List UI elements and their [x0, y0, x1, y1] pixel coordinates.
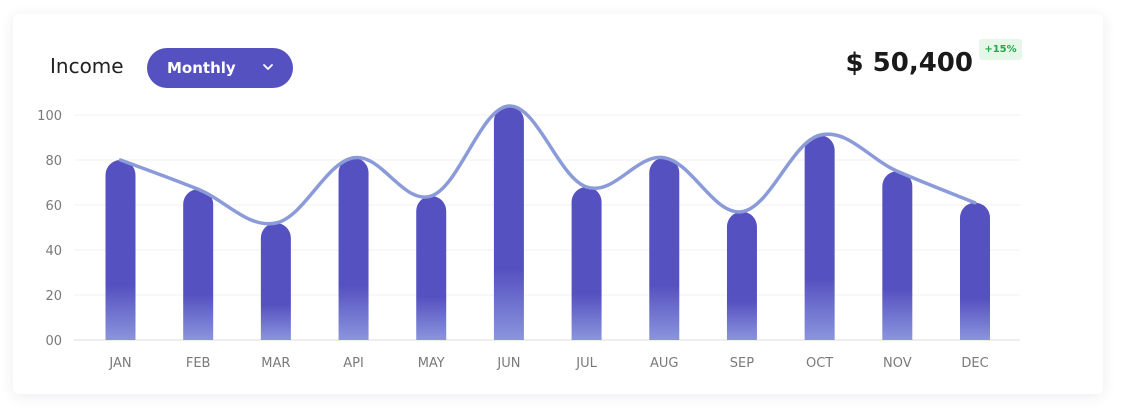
bar-nov[interactable]: [882, 171, 913, 340]
bar-jun[interactable]: [493, 105, 524, 340]
x-tick-label: DEC: [961, 356, 988, 371]
bar-feb[interactable]: [183, 189, 214, 340]
x-tick-label: API: [343, 356, 364, 371]
x-tick-label: AUG: [650, 356, 678, 371]
bar-api[interactable]: [338, 157, 369, 340]
period-dropdown-label: Monthly: [167, 59, 236, 77]
bar-jul[interactable]: [571, 187, 602, 340]
bar-mar[interactable]: [260, 223, 291, 340]
bar-sep[interactable]: [726, 211, 757, 340]
total-amount: $ 50,400: [845, 48, 973, 78]
change-badge: +15%: [979, 39, 1022, 60]
chart-title: Income: [50, 54, 124, 78]
y-tick-label: 20: [45, 289, 62, 304]
x-tick-label: SEP: [730, 356, 754, 371]
x-tick-label: MAY: [418, 356, 445, 371]
y-tick-label: 00: [45, 334, 62, 349]
x-tick-label: JUN: [496, 356, 520, 371]
bar-oct[interactable]: [804, 135, 835, 340]
bar-may[interactable]: [416, 196, 447, 340]
x-tick-label: JUL: [575, 356, 597, 371]
bar-aug[interactable]: [649, 157, 680, 340]
y-tick-label: 80: [45, 154, 62, 169]
y-tick-label: 60: [45, 199, 62, 214]
x-tick-label: NOV: [883, 356, 912, 371]
chevron-down-icon: [263, 64, 273, 70]
x-tick-label: JAN: [108, 356, 131, 371]
x-tick-label: FEB: [186, 356, 211, 371]
y-tick-label: 40: [45, 244, 62, 259]
x-tick-label: OCT: [806, 356, 833, 371]
trend-line: [118, 104, 977, 226]
y-tick-label: 100: [37, 109, 62, 124]
bar-dec[interactable]: [960, 202, 990, 340]
bar-jan[interactable]: [105, 160, 136, 340]
period-dropdown[interactable]: Monthly: [147, 48, 293, 88]
x-tick-label: MAR: [261, 356, 290, 371]
